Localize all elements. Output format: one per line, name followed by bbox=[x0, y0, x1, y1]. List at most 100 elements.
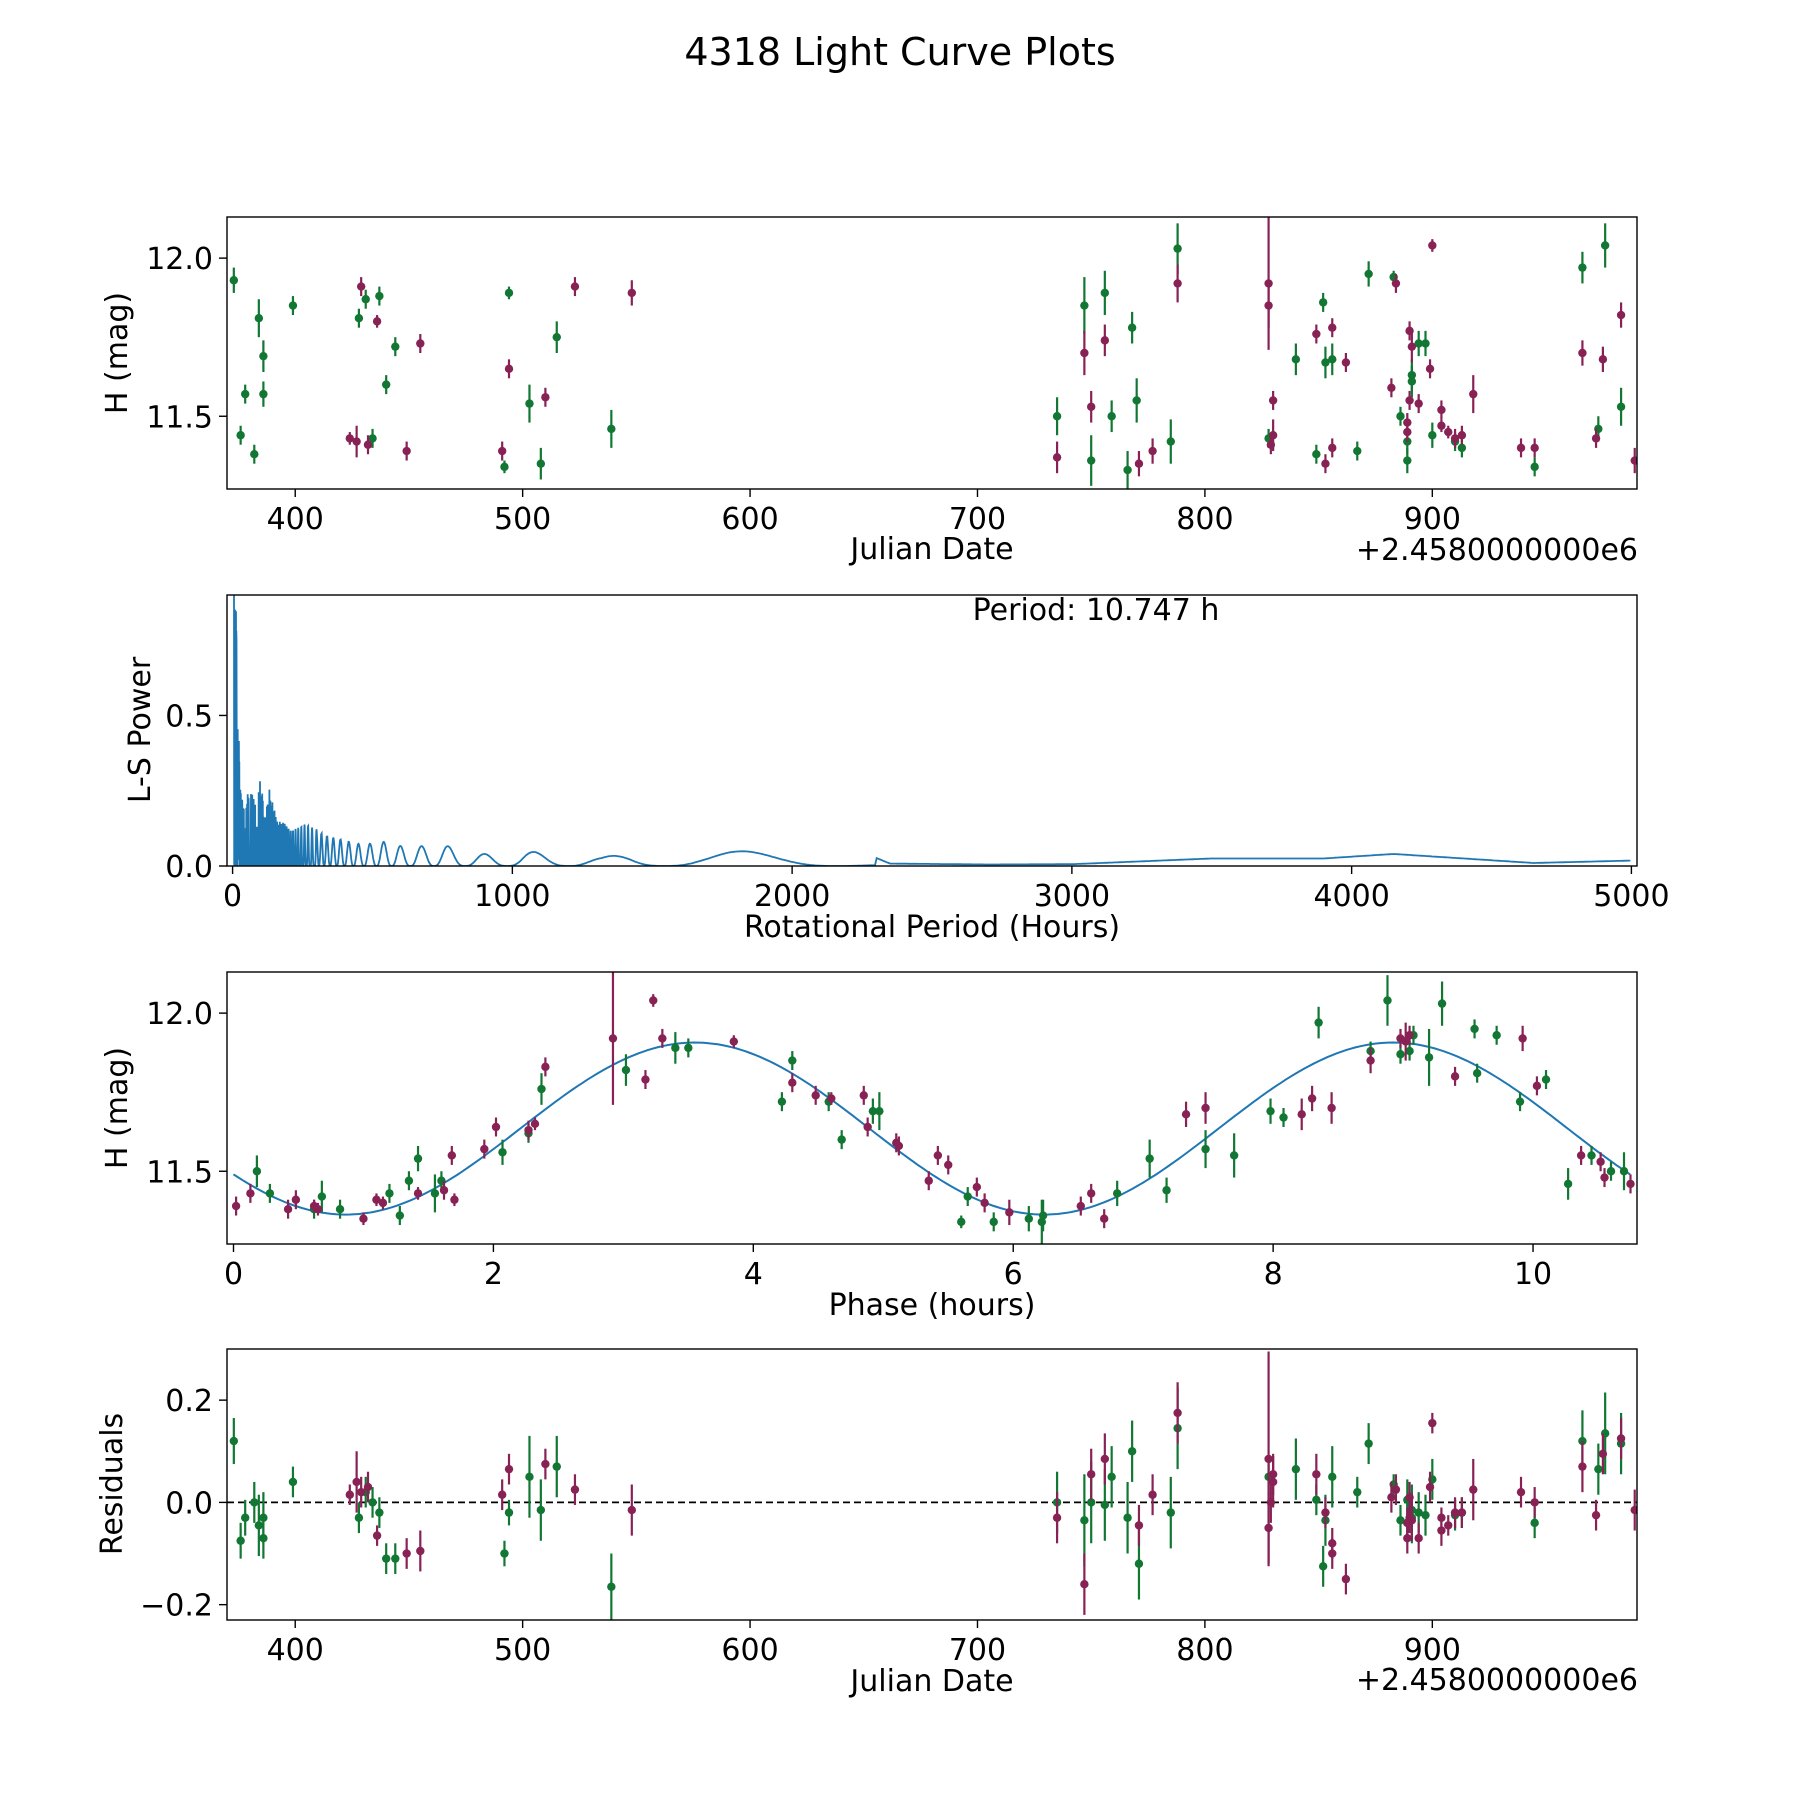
x-tick-label: 500 bbox=[494, 502, 551, 537]
data-point-r bbox=[402, 1549, 411, 1558]
ax0-frame bbox=[226, 216, 1638, 490]
data-point-r bbox=[1173, 1408, 1182, 1418]
data-point-r bbox=[356, 1487, 366, 1497]
data-point-r bbox=[1321, 459, 1330, 468]
y-tick-label: 0.5 bbox=[165, 699, 213, 734]
data-point-r bbox=[649, 996, 658, 1005]
data-point-g bbox=[361, 295, 370, 304]
data-point-g bbox=[381, 380, 391, 389]
data-point-g bbox=[250, 1498, 259, 1507]
data-point-g bbox=[1606, 1167, 1616, 1176]
y-tick-label: 12.0 bbox=[146, 997, 213, 1032]
data-point-r bbox=[283, 1205, 293, 1214]
data-point-g bbox=[1318, 1562, 1328, 1571]
y-tick-label: 0.0 bbox=[165, 850, 213, 885]
data-point-r bbox=[1312, 1470, 1321, 1479]
data-point-r bbox=[827, 1094, 836, 1103]
data-point-r bbox=[402, 446, 411, 456]
data-point-r bbox=[497, 446, 507, 456]
data-point-g bbox=[868, 1106, 878, 1116]
data-point-r bbox=[1148, 1490, 1157, 1499]
data-point-g bbox=[1437, 999, 1447, 1008]
data-point-g bbox=[1107, 1472, 1116, 1482]
data-point-r bbox=[1425, 1482, 1435, 1492]
data-point-g bbox=[607, 424, 616, 434]
axes-phase-folded: Phase (hours) H (mag) 0 2 4 6 8 10 11.5 12.0 bbox=[100, 971, 1638, 1323]
data-point-g bbox=[404, 1176, 414, 1185]
x-tick-label: 3000 bbox=[1034, 879, 1110, 914]
data-point-g bbox=[430, 1189, 440, 1198]
ax2-ylabel: H (mag) bbox=[100, 1047, 135, 1169]
period-annotation: Period: 10.747 h bbox=[973, 593, 1220, 628]
data-point-r bbox=[608, 1034, 618, 1043]
data-point-g bbox=[525, 399, 534, 408]
data-point-r bbox=[1387, 383, 1396, 392]
data-point-g bbox=[229, 276, 239, 285]
ax2-xlabel: Phase (hours) bbox=[829, 1288, 1036, 1323]
data-point-r bbox=[1414, 1533, 1423, 1543]
data-point-g bbox=[1086, 1498, 1096, 1507]
data-point-r bbox=[1134, 1521, 1144, 1530]
series-g bbox=[252, 975, 1629, 1244]
data-point-r bbox=[1405, 1493, 1414, 1502]
x-tick-label: 700 bbox=[949, 1633, 1006, 1668]
data-point-r bbox=[1591, 434, 1601, 443]
data-point-r bbox=[1181, 1110, 1191, 1119]
axes-periodogram: Rotational Period (Hours) L-S Power Peri… bbox=[123, 593, 1670, 945]
data-point-r bbox=[1297, 1110, 1306, 1119]
data-point-g bbox=[1132, 396, 1141, 405]
data-point-r bbox=[291, 1195, 301, 1204]
ax3-frame bbox=[226, 1348, 1638, 1621]
data-point-g bbox=[391, 342, 400, 351]
data-point-g bbox=[504, 1508, 514, 1517]
data-point-g bbox=[1424, 1053, 1434, 1062]
ax3-plot-area bbox=[227, 1351, 1637, 1620]
x-tick-label: 2000 bbox=[754, 879, 830, 914]
data-point-r bbox=[378, 1198, 388, 1208]
data-point-r bbox=[447, 1151, 457, 1160]
data-point-g bbox=[1112, 1189, 1122, 1198]
data-point-g bbox=[240, 1513, 250, 1522]
data-point-r bbox=[1428, 241, 1437, 250]
data-point-r bbox=[1387, 1493, 1396, 1502]
data-point-r bbox=[541, 393, 550, 402]
x-tick-label: 600 bbox=[721, 502, 778, 537]
data-point-r bbox=[1341, 1574, 1351, 1584]
data-point-g bbox=[381, 1554, 391, 1563]
data-point-r bbox=[1437, 1513, 1446, 1522]
x-tick-label: 700 bbox=[949, 502, 1006, 537]
data-point-r bbox=[1076, 1201, 1085, 1211]
data-point-r bbox=[1391, 1485, 1401, 1494]
data-point-r bbox=[1598, 355, 1608, 364]
data-point-r bbox=[1341, 358, 1351, 367]
data-point-r bbox=[1086, 402, 1096, 411]
data-point-r bbox=[933, 1151, 943, 1160]
data-point-g bbox=[1600, 241, 1610, 250]
data-point-g bbox=[1038, 1211, 1048, 1220]
data-point-g bbox=[671, 1043, 680, 1053]
x-tick-label: 800 bbox=[1176, 502, 1233, 537]
data-point-g bbox=[1107, 412, 1116, 421]
data-point-g bbox=[1127, 323, 1137, 332]
ax3-xlabel: Julian Date bbox=[848, 1664, 1013, 1699]
data-point-r bbox=[1576, 1151, 1586, 1160]
data-point-r bbox=[1450, 1072, 1460, 1081]
data-point-g bbox=[1587, 1151, 1596, 1160]
data-point-r bbox=[439, 1186, 449, 1195]
data-point-r bbox=[352, 437, 361, 446]
data-point-r bbox=[658, 1034, 667, 1043]
data-point-g bbox=[837, 1135, 846, 1144]
series-g bbox=[229, 223, 1626, 489]
x-tick-label: 5000 bbox=[1593, 879, 1669, 914]
data-point-r bbox=[356, 282, 366, 291]
data-point-r bbox=[363, 440, 373, 449]
data-point-r bbox=[1516, 1487, 1526, 1497]
data-point-g bbox=[1364, 1439, 1373, 1448]
data-point-g bbox=[265, 1189, 275, 1198]
data-point-r bbox=[859, 1091, 868, 1100]
data-point-g bbox=[1100, 1500, 1110, 1510]
figure-title: 4318 Light Curve Plots bbox=[684, 30, 1115, 74]
data-point-g bbox=[259, 351, 268, 361]
ax3-offset-text: +2.4580000000e6 bbox=[1356, 1663, 1638, 1698]
